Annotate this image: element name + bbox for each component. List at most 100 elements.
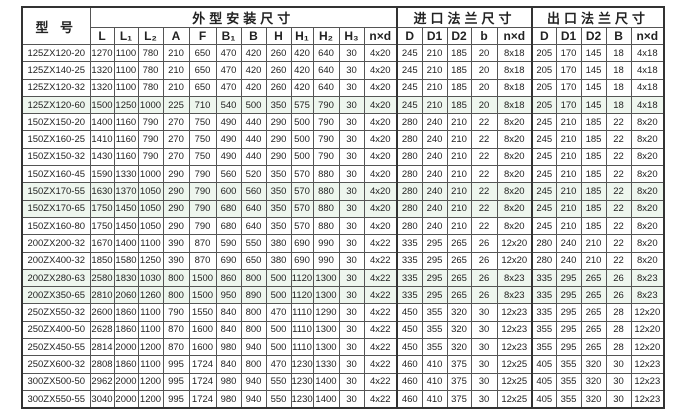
value-cell: 240 [555, 234, 582, 253]
value-cell: 22 [605, 216, 632, 236]
value-cell: 490 [215, 130, 242, 149]
value-cell: 375 [446, 372, 472, 391]
value-cell: 1050 [137, 199, 164, 218]
column-header: H [265, 27, 292, 45]
value-cell: 12x20 [630, 320, 665, 340]
value-cell: 995 [162, 355, 190, 374]
value-cell: 4x18 [630, 95, 665, 115]
value-cell: 790 [312, 95, 340, 115]
value-cell: 26 [470, 234, 498, 253]
value-cell: 1110 [290, 338, 314, 357]
value-cell: 8x20 [496, 130, 533, 149]
value-cell: 20 [470, 95, 498, 115]
value-cell: 350 [265, 95, 292, 115]
value-cell: 26 [470, 268, 498, 288]
value-cell: 30 [470, 372, 498, 391]
value-cell: 1160 [113, 113, 139, 132]
value-cell: 12x20 [630, 303, 665, 322]
value-cell: 2600 [89, 303, 115, 322]
value-cell: 860 [215, 268, 242, 288]
model-cell: 200ZX200-32 [21, 234, 91, 253]
value-cell: 1260 [137, 286, 164, 305]
value-cell: 1850 [89, 251, 115, 270]
value-cell: 245 [531, 130, 557, 149]
value-cell: 4x18 [630, 43, 665, 63]
value-cell: 1600 [188, 338, 217, 357]
value-cell: 4x22 [363, 286, 398, 305]
value-cell: 2000 [113, 372, 139, 391]
column-header: L₁ [113, 27, 139, 45]
value-cell: 185 [580, 113, 607, 132]
table-row: 125ZX120-32 1320 1100 780 210 650 470 420 260 420… [21, 78, 665, 97]
value-cell: 320 [446, 338, 472, 357]
value-cell: 170 [555, 61, 582, 80]
value-cell: 8x20 [630, 147, 665, 167]
value-cell: 18 [605, 61, 632, 80]
value-cell: 210 [446, 113, 472, 132]
value-cell: 450 [396, 320, 423, 340]
value-cell: 2808 [89, 355, 115, 374]
value-cell: 185 [580, 216, 607, 236]
value-cell: 335 [396, 234, 423, 253]
value-cell: 1120 [290, 286, 314, 305]
table-row: 200ZX400-32 1850 1580 1250 390 870 690 650 380 69… [21, 251, 665, 270]
value-cell: 420 [240, 61, 267, 80]
value-cell: 280 [396, 130, 423, 149]
value-cell: 1750 [89, 216, 115, 236]
value-cell: 1270 [89, 43, 115, 63]
column-header: B [240, 27, 267, 45]
value-cell: 8x18 [496, 61, 533, 80]
value-cell: 4x22 [363, 303, 398, 322]
value-cell: 265 [580, 268, 607, 288]
value-cell: 30 [338, 372, 365, 391]
value-cell: 185 [446, 43, 472, 63]
value-cell: 500 [265, 320, 292, 340]
value-cell: 8x23 [496, 268, 533, 288]
value-cell: 680 [215, 199, 242, 218]
model-cell: 300ZX500-50 [21, 372, 91, 391]
model-cell: 150ZX150-32 [21, 147, 91, 167]
value-cell: 980 [215, 372, 242, 391]
value-cell: 3040 [89, 389, 115, 409]
column-header: b [470, 27, 498, 45]
value-cell: 30 [338, 251, 365, 270]
value-cell: 1300 [312, 338, 340, 357]
value-cell: 210 [555, 165, 582, 184]
value-cell: 22 [470, 113, 498, 132]
value-cell: 1120 [290, 268, 314, 288]
value-cell: 240 [421, 199, 448, 218]
value-cell: 600 [215, 182, 242, 201]
value-cell: 8x20 [496, 147, 533, 167]
value-cell: 295 [421, 268, 448, 288]
value-cell: 12x23 [496, 338, 533, 357]
value-cell: 30 [605, 355, 632, 374]
value-cell: 1100 [113, 78, 139, 97]
value-cell: 20 [470, 61, 498, 80]
column-header: D1 [421, 27, 448, 45]
model-cell: 125ZX120-20 [21, 43, 91, 63]
value-cell: 8x20 [496, 113, 533, 132]
value-cell: 290 [162, 199, 190, 218]
value-cell: 240 [555, 251, 582, 270]
value-cell: 4x22 [363, 234, 398, 253]
value-cell: 2580 [89, 268, 115, 288]
value-cell: 185 [446, 78, 472, 97]
value-cell: 1100 [137, 320, 164, 340]
value-cell: 1100 [113, 43, 139, 63]
value-cell: 30 [605, 372, 632, 391]
value-cell: 280 [396, 113, 423, 132]
value-cell: 295 [555, 268, 582, 288]
value-cell: 750 [188, 113, 217, 132]
value-cell: 18 [605, 78, 632, 97]
value-cell: 1160 [113, 130, 139, 149]
value-cell: 245 [396, 95, 423, 115]
value-cell: 1550 [188, 303, 217, 322]
value-cell: 20 [470, 43, 498, 63]
value-cell: 2060 [113, 286, 139, 305]
value-cell: 8x23 [496, 286, 533, 305]
table-row: 250ZX400-50 2628 1860 1100 870 1600 840 800 500 1… [21, 320, 665, 340]
value-cell: 355 [531, 320, 557, 340]
value-cell: 30 [338, 78, 365, 97]
value-cell: 1630 [89, 182, 115, 201]
table-row: 250ZX450-55 2814 2000 1200 870 1600 980 940 500 1… [21, 338, 665, 357]
